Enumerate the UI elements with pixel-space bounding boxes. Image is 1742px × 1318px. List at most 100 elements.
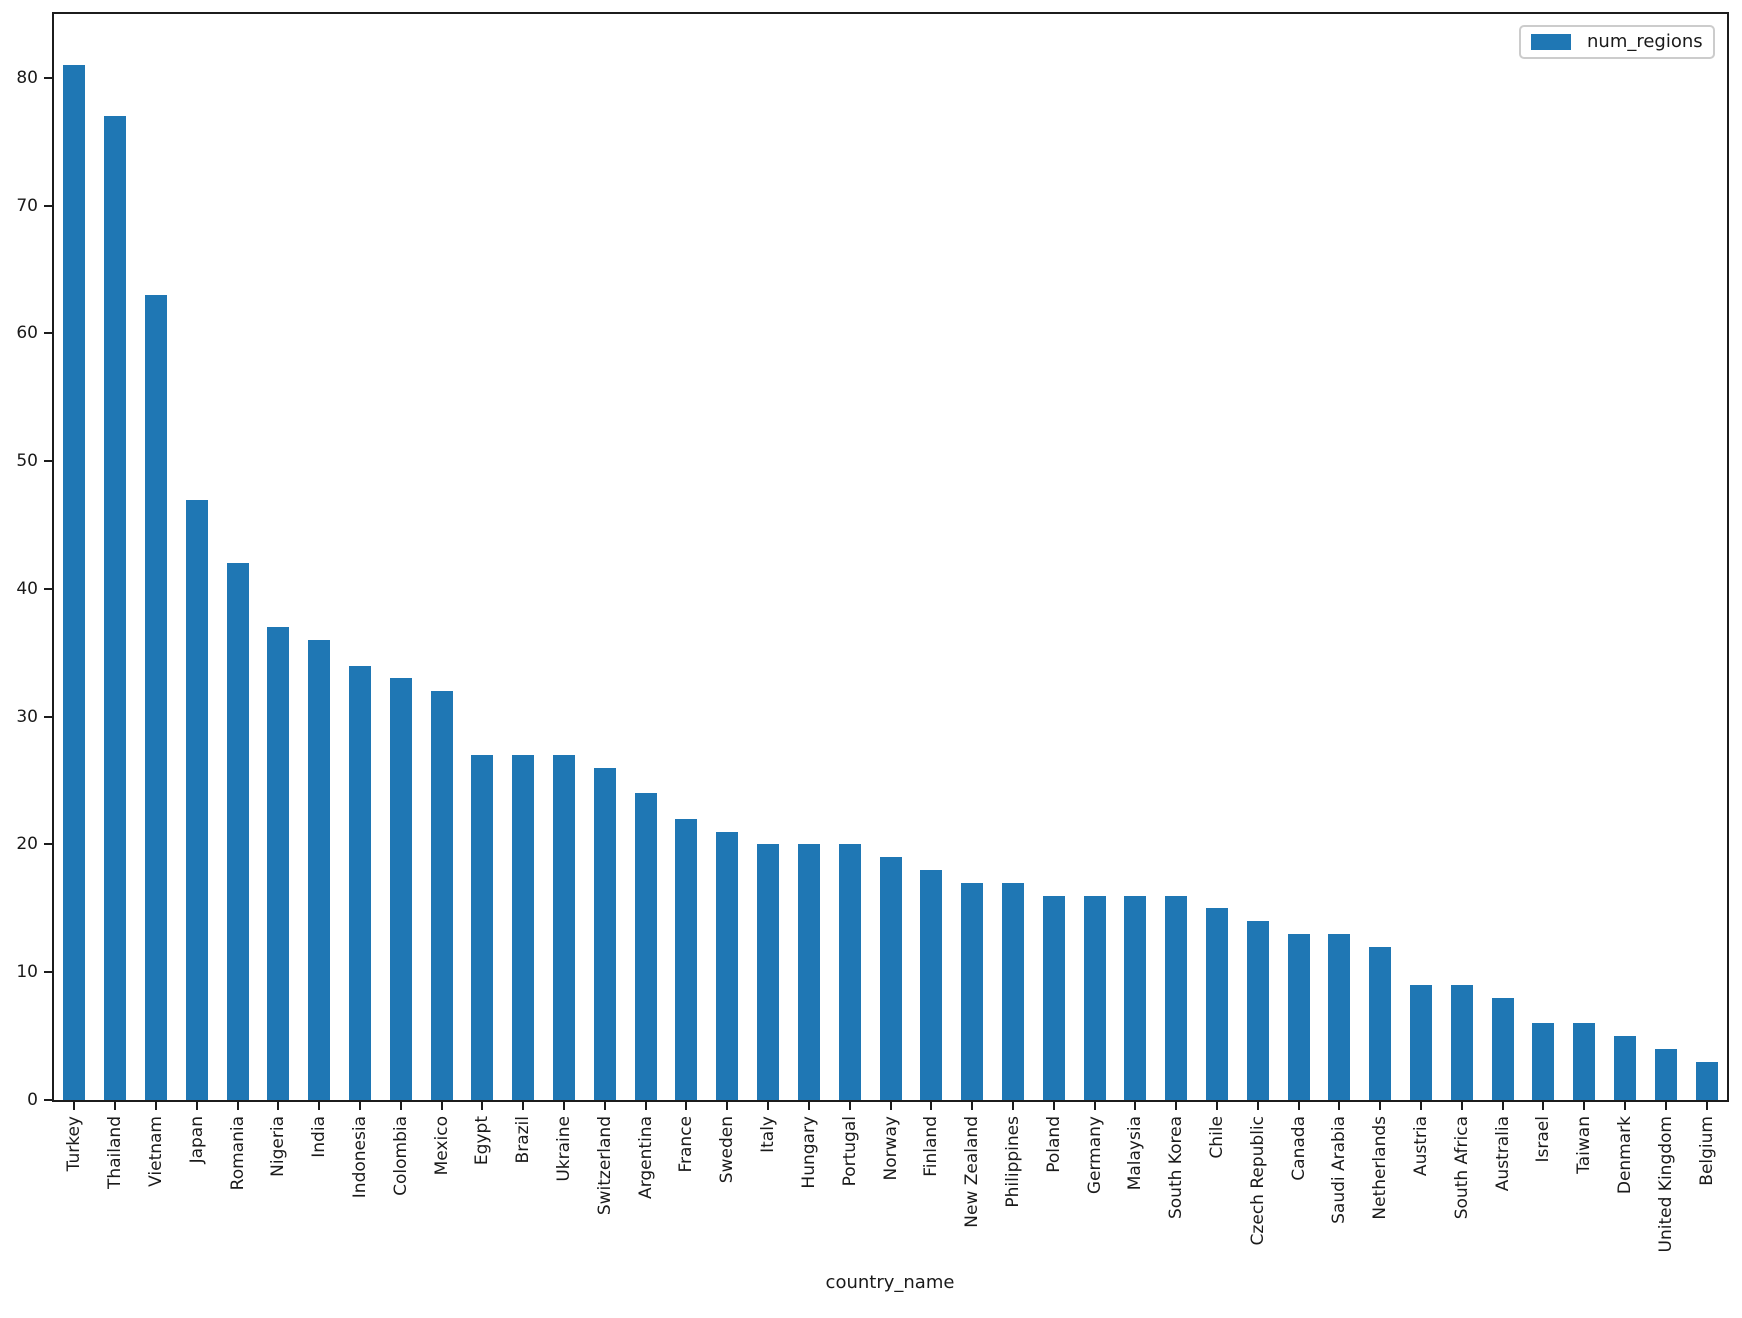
- bar-chile: [1205, 908, 1228, 1100]
- x-tick-label-chile: Chile: [1206, 1116, 1227, 1159]
- legend-label: num_regions: [1587, 31, 1703, 52]
- x-tick-label-new-zealand: New Zealand: [962, 1116, 983, 1228]
- bar-mexico: [430, 691, 453, 1100]
- x-tick-mark: [236, 1102, 239, 1110]
- x-tick-mark: [1419, 1102, 1422, 1110]
- y-tick-label-80: 80: [16, 67, 38, 88]
- y-tick-mark: [44, 715, 52, 718]
- x-tick-mark: [1583, 1102, 1586, 1110]
- x-tick-label-vietnam: Vietnam: [146, 1116, 166, 1187]
- x-tick-mark: [440, 1102, 443, 1110]
- x-tick-mark: [359, 1102, 362, 1110]
- x-tick-label-poland: Poland: [1043, 1116, 1064, 1173]
- x-tick-label-norway: Norway: [880, 1116, 901, 1181]
- bar-egypt: [471, 755, 494, 1100]
- x-tick-label-romania: Romania: [227, 1116, 248, 1191]
- bar-saudi-arabia: [1328, 933, 1351, 1100]
- x-tick-label-czech-republic: Czech Republic: [1247, 1116, 1268, 1246]
- bar-denmark: [1613, 1036, 1636, 1100]
- x-tick-label-south-korea: South Korea: [1166, 1116, 1187, 1220]
- x-tick-label-colombia: Colombia: [390, 1116, 411, 1196]
- x-tick-mark: [481, 1102, 484, 1110]
- x-tick-mark: [603, 1102, 606, 1110]
- bar-argentina: [634, 793, 657, 1100]
- x-tick-mark: [1011, 1102, 1014, 1110]
- x-tick-mark: [1134, 1102, 1137, 1110]
- x-tick-mark: [807, 1102, 810, 1110]
- bar-france: [675, 818, 698, 1100]
- legend-swatch-num-regions: [1531, 34, 1571, 50]
- x-tick-label-turkey: Turkey: [64, 1116, 85, 1172]
- x-tick-label-austria: Austria: [1410, 1116, 1431, 1177]
- bar-taiwan: [1573, 1023, 1596, 1100]
- x-tick-label-finland: Finland: [921, 1116, 942, 1177]
- x-tick-mark: [1623, 1102, 1626, 1110]
- x-axis-title: country_name: [825, 1272, 955, 1293]
- x-tick-mark: [195, 1102, 198, 1110]
- bar-italy: [757, 844, 780, 1100]
- bar-israel: [1532, 1023, 1555, 1100]
- legend: num_regions: [1519, 25, 1715, 59]
- x-tick-mark: [1052, 1102, 1055, 1110]
- y-tick-label-70: 70: [16, 195, 38, 216]
- bar-japan: [185, 499, 208, 1100]
- bar-south-africa: [1450, 985, 1473, 1100]
- bar-belgium: [1695, 1061, 1718, 1100]
- x-tick-label-nigeria: Nigeria: [268, 1116, 289, 1177]
- x-tick-mark: [1297, 1102, 1300, 1110]
- x-tick-label-philippines: Philippines: [1002, 1116, 1023, 1208]
- x-tick-label-canada: Canada: [1288, 1116, 1309, 1181]
- x-tick-label-egypt: Egypt: [472, 1116, 493, 1166]
- y-tick-mark: [44, 204, 52, 207]
- bar-portugal: [838, 844, 861, 1100]
- x-tick-label-sweden: Sweden: [717, 1116, 738, 1184]
- x-tick-label-germany: Germany: [1084, 1116, 1105, 1195]
- x-tick-mark: [1379, 1102, 1382, 1110]
- x-tick-label-argentina: Argentina: [635, 1116, 656, 1199]
- bar-czech-republic: [1246, 921, 1269, 1100]
- x-tick-mark: [73, 1102, 76, 1110]
- bar-india: [308, 640, 331, 1100]
- x-tick-mark: [1256, 1102, 1259, 1110]
- bar-switzerland: [593, 767, 616, 1100]
- y-tick-mark: [44, 971, 52, 974]
- y-tick-label-60: 60: [16, 323, 38, 344]
- bar-poland: [1042, 895, 1065, 1100]
- x-tick-label-thailand: Thailand: [105, 1116, 126, 1190]
- x-tick-mark: [563, 1102, 566, 1110]
- y-tick-label-30: 30: [16, 706, 38, 727]
- x-tick-label-saudi-arabia: Saudi Arabia: [1329, 1116, 1350, 1224]
- bar-hungary: [797, 844, 820, 1100]
- bar-australia: [1491, 997, 1514, 1100]
- bar-united-kingdom: [1654, 1048, 1677, 1100]
- x-tick-mark: [848, 1102, 851, 1110]
- x-tick-mark: [318, 1102, 321, 1110]
- x-tick-label-switzerland: Switzerland: [594, 1116, 615, 1216]
- x-tick-mark: [1664, 1102, 1667, 1110]
- bar-philippines: [1001, 882, 1024, 1100]
- x-tick-mark: [726, 1102, 729, 1110]
- x-tick-label-ukraine: Ukraine: [554, 1116, 575, 1182]
- bar-netherlands: [1369, 946, 1392, 1100]
- x-tick-mark: [889, 1102, 892, 1110]
- y-tick-mark: [44, 1099, 52, 1101]
- bar-norway: [879, 857, 902, 1100]
- x-tick-mark: [1215, 1102, 1218, 1110]
- y-tick-label-50: 50: [16, 451, 38, 472]
- x-tick-label-italy: Italy: [758, 1116, 779, 1153]
- x-tick-mark: [522, 1102, 525, 1110]
- x-tick-label-mexico: Mexico: [431, 1116, 452, 1176]
- bar-vietnam: [145, 295, 167, 1100]
- x-tick-mark: [155, 1102, 157, 1110]
- bar-turkey: [63, 65, 86, 1100]
- y-tick-label-40: 40: [16, 578, 38, 599]
- bar-romania: [226, 563, 249, 1100]
- bar-new-zealand: [961, 882, 984, 1100]
- x-tick-mark: [644, 1102, 647, 1110]
- y-tick-mark: [44, 332, 52, 335]
- x-tick-label-australia: Australia: [1492, 1116, 1513, 1192]
- x-tick-mark: [1175, 1102, 1178, 1110]
- x-tick-label-portugal: Portugal: [839, 1116, 860, 1187]
- y-tick-mark: [44, 843, 52, 846]
